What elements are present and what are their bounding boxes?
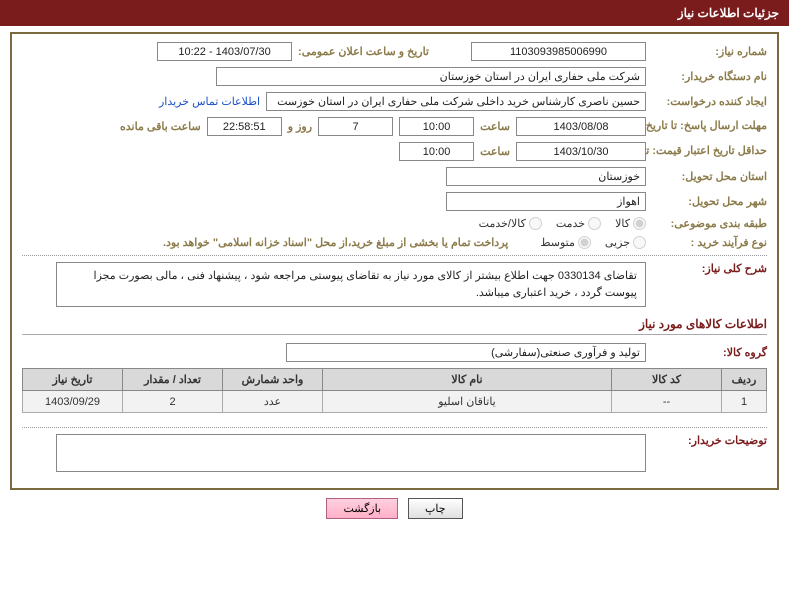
days-and-label: روز و <box>288 120 312 133</box>
province-value: خوزستان <box>446 167 646 186</box>
class-radio-group: کالا خدمت کالا/خدمت <box>479 217 646 230</box>
class-opt-goods[interactable]: کالا <box>615 217 646 230</box>
deadline-date: 1403/08/08 <box>516 117 646 136</box>
pubdate-value: 1403/07/30 - 10:22 <box>157 42 292 61</box>
countdown: 22:58:51 <box>207 117 282 136</box>
creator-label: ایجاد کننده درخواست: <box>652 95 767 108</box>
process-opt-minor[interactable]: جزیی <box>605 236 646 249</box>
creator-value: حسین ناصری کارشناس خرید داخلی شرکت ملی ح… <box>266 92 646 111</box>
cell-date: 1403/09/29 <box>23 391 123 413</box>
table-row: 1 -- یاتاقان اسلیو عدد 2 1403/09/29 <box>23 391 767 413</box>
cell-code: -- <box>612 391 722 413</box>
process-label: نوع فرآیند خرید : <box>652 236 767 249</box>
process-radio-group: جزیی متوسط <box>540 236 646 249</box>
days-remaining: 7 <box>318 117 393 136</box>
print-button[interactable]: چاپ <box>408 498 463 519</box>
cell-unit: عدد <box>223 391 323 413</box>
buyer-value: شرکت ملی حفاری ایران در استان خوزستان <box>216 67 646 86</box>
reqno-value: 1103093985006990 <box>471 42 646 61</box>
th-date: تاریخ نیاز <box>23 369 123 391</box>
payment-note: پرداخت تمام یا بخشی از مبلغ خرید،از محل … <box>163 236 508 249</box>
separator-2 <box>22 427 767 428</box>
desc-text: تقاضای 0330134 جهت اطلاع بیشتر از کالای … <box>56 262 646 307</box>
buyer-label: نام دستگاه خریدار: <box>652 70 767 83</box>
cell-row: 1 <box>722 391 767 413</box>
validity-time-label: ساعت <box>480 145 510 158</box>
details-frame: شماره نیاز: 1103093985006990 تاریخ و ساع… <box>10 32 779 490</box>
th-name: نام کالا <box>323 369 612 391</box>
buyer-contact-link[interactable]: اطلاعات تماس خریدار <box>159 95 260 108</box>
class-opt-both[interactable]: کالا/خدمت <box>479 217 542 230</box>
footer-buttons: چاپ بازگشت <box>0 498 789 519</box>
items-section-title: اطلاعات کالاهای مورد نیاز <box>22 317 767 335</box>
class-opt-service[interactable]: خدمت <box>556 217 601 230</box>
items-table: ردیف کد کالا نام کالا واحد شمارش تعداد /… <box>22 368 767 413</box>
remaining-label: ساعت باقی مانده <box>120 120 201 133</box>
process-opt-medium[interactable]: متوسط <box>540 236 591 249</box>
deadline-time-label: ساعت <box>480 120 510 133</box>
back-button[interactable]: بازگشت <box>326 498 398 519</box>
buyer-notes-label: توضیحات خریدار: <box>652 434 767 447</box>
deadline-label: مهلت ارسال پاسخ: تا تاریخ: <box>652 119 767 133</box>
group-value: تولید و فرآوری صنعتی(سفارشی) <box>286 343 646 362</box>
th-row: ردیف <box>722 369 767 391</box>
province-label: استان محل تحویل: <box>652 170 767 183</box>
desc-label: شرح کلی نیاز: <box>652 262 767 275</box>
city-value: اهواز <box>446 192 646 211</box>
cell-name: یاتاقان اسلیو <box>323 391 612 413</box>
validity-time: 10:00 <box>399 142 474 161</box>
separator <box>22 255 767 256</box>
city-label: شهر محل تحویل: <box>652 195 767 208</box>
pubdate-label: تاریخ و ساعت اعلان عمومی: <box>298 45 429 58</box>
th-code: کد کالا <box>612 369 722 391</box>
deadline-time: 10:00 <box>399 117 474 136</box>
reqno-label: شماره نیاز: <box>652 45 767 58</box>
class-label: طبقه بندی موضوعی: <box>652 217 767 230</box>
cell-qty: 2 <box>123 391 223 413</box>
validity-label: حداقل تاریخ اعتبار قیمت: تا تاریخ: <box>652 144 767 158</box>
panel-header: جزئیات اطلاعات نیاز <box>0 0 789 26</box>
group-label: گروه کالا: <box>652 346 767 359</box>
validity-date: 1403/10/30 <box>516 142 646 161</box>
th-qty: تعداد / مقدار <box>123 369 223 391</box>
th-unit: واحد شمارش <box>223 369 323 391</box>
buyer-notes-box <box>56 434 646 472</box>
